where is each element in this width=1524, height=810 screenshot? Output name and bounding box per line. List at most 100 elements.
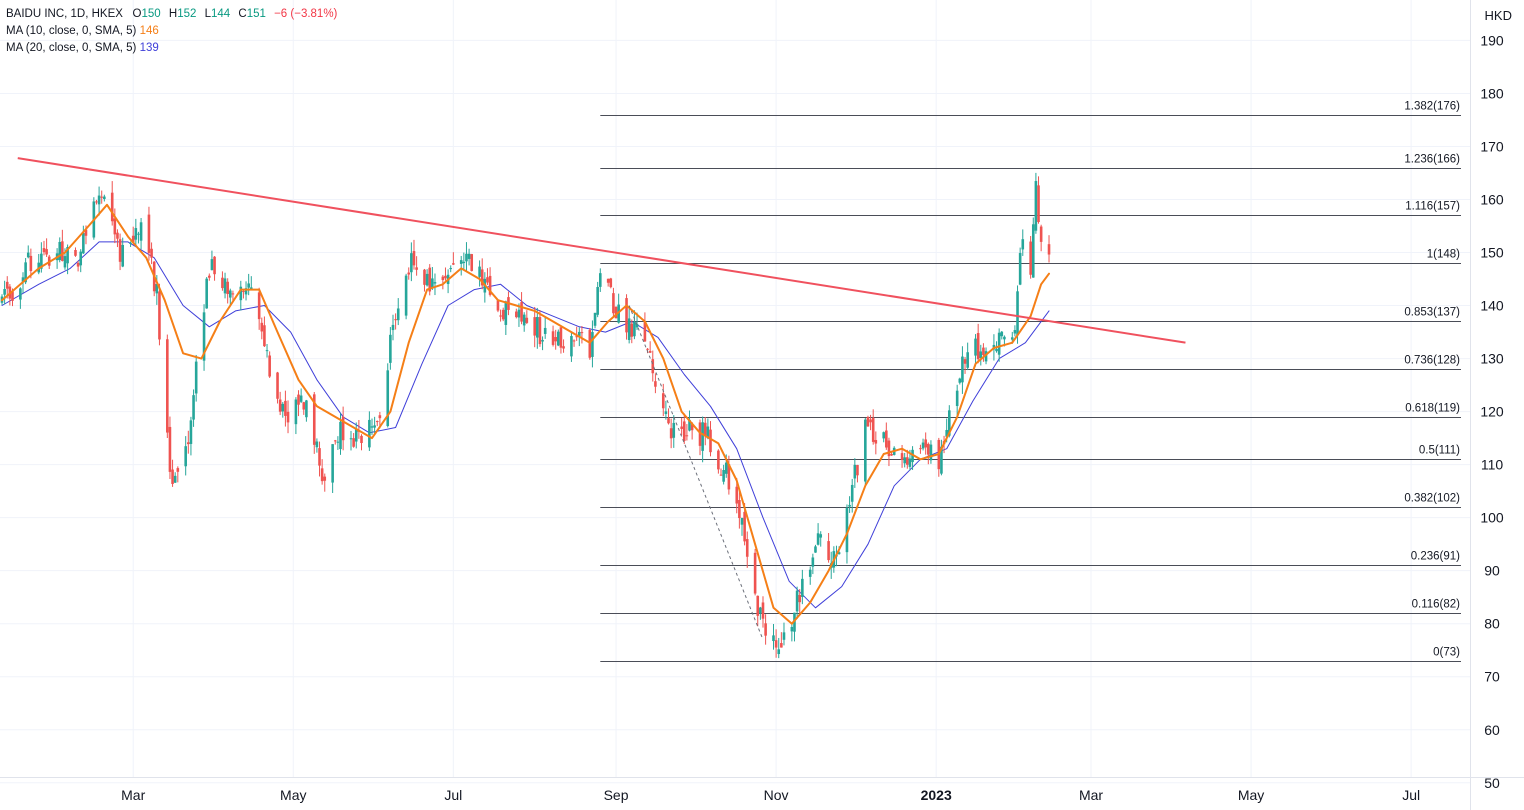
x-tick-label: Mar: [121, 787, 145, 803]
candle-body: [743, 511, 746, 542]
ma10-line: [1, 203, 1050, 625]
candle-body: [651, 359, 655, 374]
symbol-title[interactable]: BAIDU INC, 1D, HKEX: [6, 8, 123, 20]
candle-body: [1003, 336, 1006, 340]
open-value: 150: [141, 8, 161, 20]
candle-body: [648, 350, 652, 353]
candle-body: [428, 267, 432, 292]
candle-body: [722, 469, 725, 482]
candle-body: [110, 192, 114, 222]
candle-body: [349, 438, 353, 440]
candle-body: [961, 356, 964, 383]
candle-body: [221, 277, 224, 289]
candle-body: [777, 649, 781, 655]
candle-body: [480, 269, 484, 286]
candle-body: [444, 275, 447, 279]
candle-body: [958, 378, 962, 383]
candle-body: [572, 340, 576, 342]
y-tick-label: 120: [1480, 404, 1504, 420]
candle-body: [404, 275, 408, 316]
candle-body: [155, 283, 159, 294]
candle-body: [352, 438, 355, 447]
candle-body: [890, 454, 893, 456]
candle-body: [719, 474, 723, 476]
y-tick-label: 160: [1480, 191, 1504, 207]
candle-body: [257, 292, 261, 320]
candle-body: [908, 458, 912, 467]
candle-body: [735, 486, 739, 504]
y-tick-label: 140: [1480, 298, 1504, 314]
candle-body: [801, 578, 804, 597]
candle-body: [425, 273, 429, 286]
candle-body: [559, 327, 563, 348]
low-label: L: [204, 8, 211, 20]
y-tick-label: 90: [1484, 563, 1500, 579]
candle-body: [378, 415, 382, 419]
candle-body: [717, 450, 720, 470]
candle-body: [667, 418, 670, 424]
candle-body: [486, 277, 489, 283]
candle-body: [265, 350, 269, 352]
ma10-value: 146: [139, 25, 159, 37]
fib-level-label: 1(148): [1427, 249, 1460, 261]
candle-body: [74, 249, 77, 256]
candle-body: [386, 370, 390, 427]
candle-body: [1034, 181, 1038, 231]
candle-body: [538, 317, 542, 345]
candle-body: [76, 262, 80, 267]
ma10-legend-row[interactable]: MA (10, close, 0, SMA, 5) 146: [6, 23, 342, 40]
y-tick-label: 60: [1484, 722, 1500, 738]
candle-body: [570, 336, 573, 357]
candle-body: [837, 552, 841, 555]
candle-body: [856, 464, 859, 476]
change-value: −6 (−3.81%): [274, 8, 338, 20]
candle-body: [5, 281, 9, 289]
candle-body: [709, 429, 712, 453]
candle-body: [205, 278, 208, 309]
candle-body: [974, 338, 977, 356]
candle-body: [997, 332, 1001, 355]
candle-body: [192, 395, 195, 420]
candle-body: [103, 196, 106, 200]
candle-body: [284, 400, 287, 416]
candle-body: [869, 419, 872, 423]
candle-body: [882, 432, 885, 439]
y-tick-label: 170: [1480, 138, 1504, 154]
candle-body: [496, 300, 500, 311]
candle-body: [354, 428, 358, 442]
fib-trend-dashed-line[interactable]: [628, 305, 764, 640]
candle-body: [116, 232, 119, 239]
candle-body: [410, 253, 413, 273]
candle-body: [727, 464, 731, 490]
fib-level-label: 0.116(82): [1412, 599, 1461, 611]
candle-body: [982, 347, 985, 356]
candle-body: [984, 351, 988, 362]
candle-body: [147, 214, 151, 253]
candle-body: [433, 282, 437, 284]
candle-body: [654, 381, 657, 387]
symbol-row[interactable]: BAIDU INC, 1D, HKEX O150 H152 L144 C151 …: [6, 6, 342, 23]
fib-level-label: 0.5(111): [1419, 445, 1460, 457]
x-tick-label: Mar: [1079, 787, 1103, 803]
candle-body: [1031, 224, 1035, 278]
candle-body: [231, 293, 235, 295]
candle-body: [263, 325, 266, 347]
candle-body: [609, 278, 613, 288]
resistance-trendline[interactable]: [17, 157, 1186, 344]
ma20-legend-row[interactable]: MA (20, close, 0, SMA, 5) 139: [6, 40, 342, 57]
candle-body: [871, 417, 875, 442]
candle-body: [168, 426, 172, 472]
x-tick-label: Nov: [764, 787, 789, 803]
candle-body: [360, 435, 363, 444]
candle-body: [774, 640, 778, 648]
drawings[interactable]: [17, 157, 1186, 640]
candle-body: [129, 242, 132, 244]
candle-body: [643, 322, 647, 342]
chart-legend: BAIDU INC, 1D, HKEX O150 H152 L144 C151 …: [6, 6, 342, 57]
fibonacci-extension[interactable]: 0(73) 0.116(82) 0.236(91) 0.382(102) 0.5(111…: [600, 101, 1461, 662]
x-tick-label: May: [1238, 787, 1264, 803]
candle-body: [423, 269, 426, 285]
candle-body: [470, 254, 474, 271]
